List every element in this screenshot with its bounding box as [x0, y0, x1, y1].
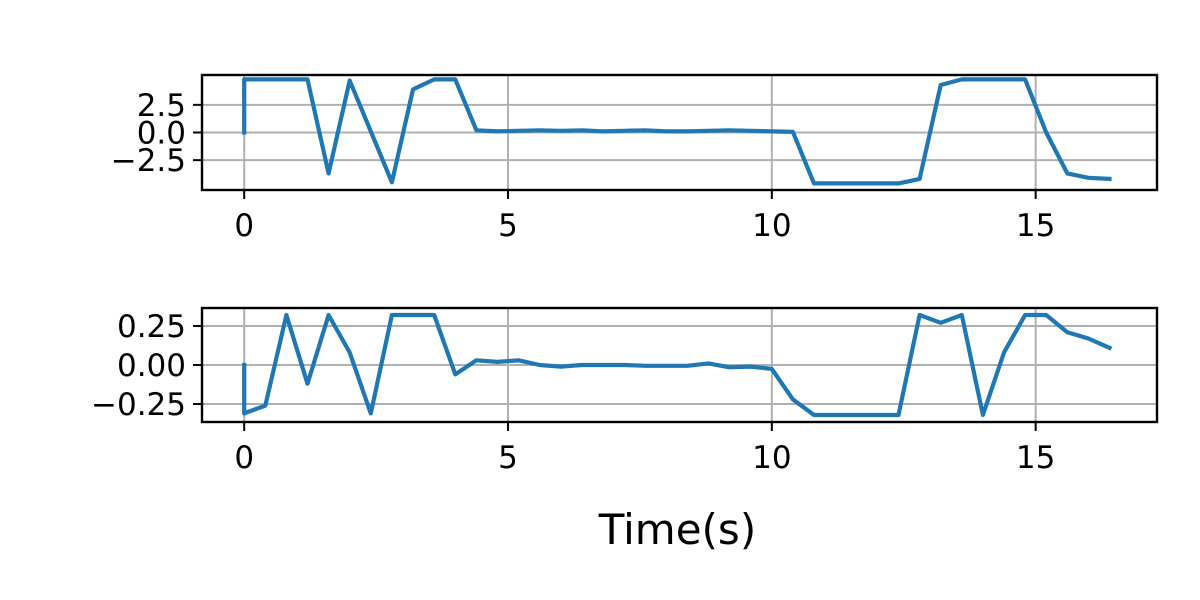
- subplot-top-line: [242, 77, 1112, 186]
- subplot-bottom-ytick-label: −0.25: [91, 387, 186, 423]
- subplot-top-ytick-label: −2.5: [111, 143, 186, 179]
- subplot-top-ytick-label: 2.5: [137, 88, 186, 124]
- subplot-bottom-ytick-label: 0.25: [117, 309, 186, 345]
- subplot-top-ytick-label: 0.0: [137, 116, 186, 152]
- subplot-top-xtick-label: 15: [1016, 208, 1055, 244]
- subplot-top-xtick-label: 10: [752, 208, 791, 244]
- subplot-bottom-xtick-label: 5: [498, 440, 518, 476]
- subplot-bottom-series-line: [242, 312, 1113, 418]
- subplot-top-series-line: [242, 77, 1112, 186]
- subplot-top-xtick-label: 5: [498, 208, 518, 244]
- subplot-bottom-xtick-label: 0: [234, 440, 254, 476]
- subplot-bottom: 0 5 10 15 −0.250.000.25 Time(s): [91, 306, 1159, 554]
- subplot-bottom-ytick-label: 0.00: [117, 348, 186, 384]
- subplot-bottom-xtick-label: 10: [752, 440, 791, 476]
- subplot-bottom-line: [242, 312, 1113, 418]
- subplot-top-xtick-label: 0: [234, 208, 254, 244]
- subplot-bottom-xlabel: Time(s): [598, 505, 756, 554]
- subplot-bottom-ticks: 0 5 10 15 −0.250.000.25: [91, 309, 1055, 476]
- subplot-top-ticks: 0 5 10 15 −2.50.02.5: [111, 88, 1056, 244]
- subplot-bottom-xtick-label: 15: [1016, 440, 1055, 476]
- subplot-top: 0 5 10 15 −2.50.02.5: [111, 73, 1159, 244]
